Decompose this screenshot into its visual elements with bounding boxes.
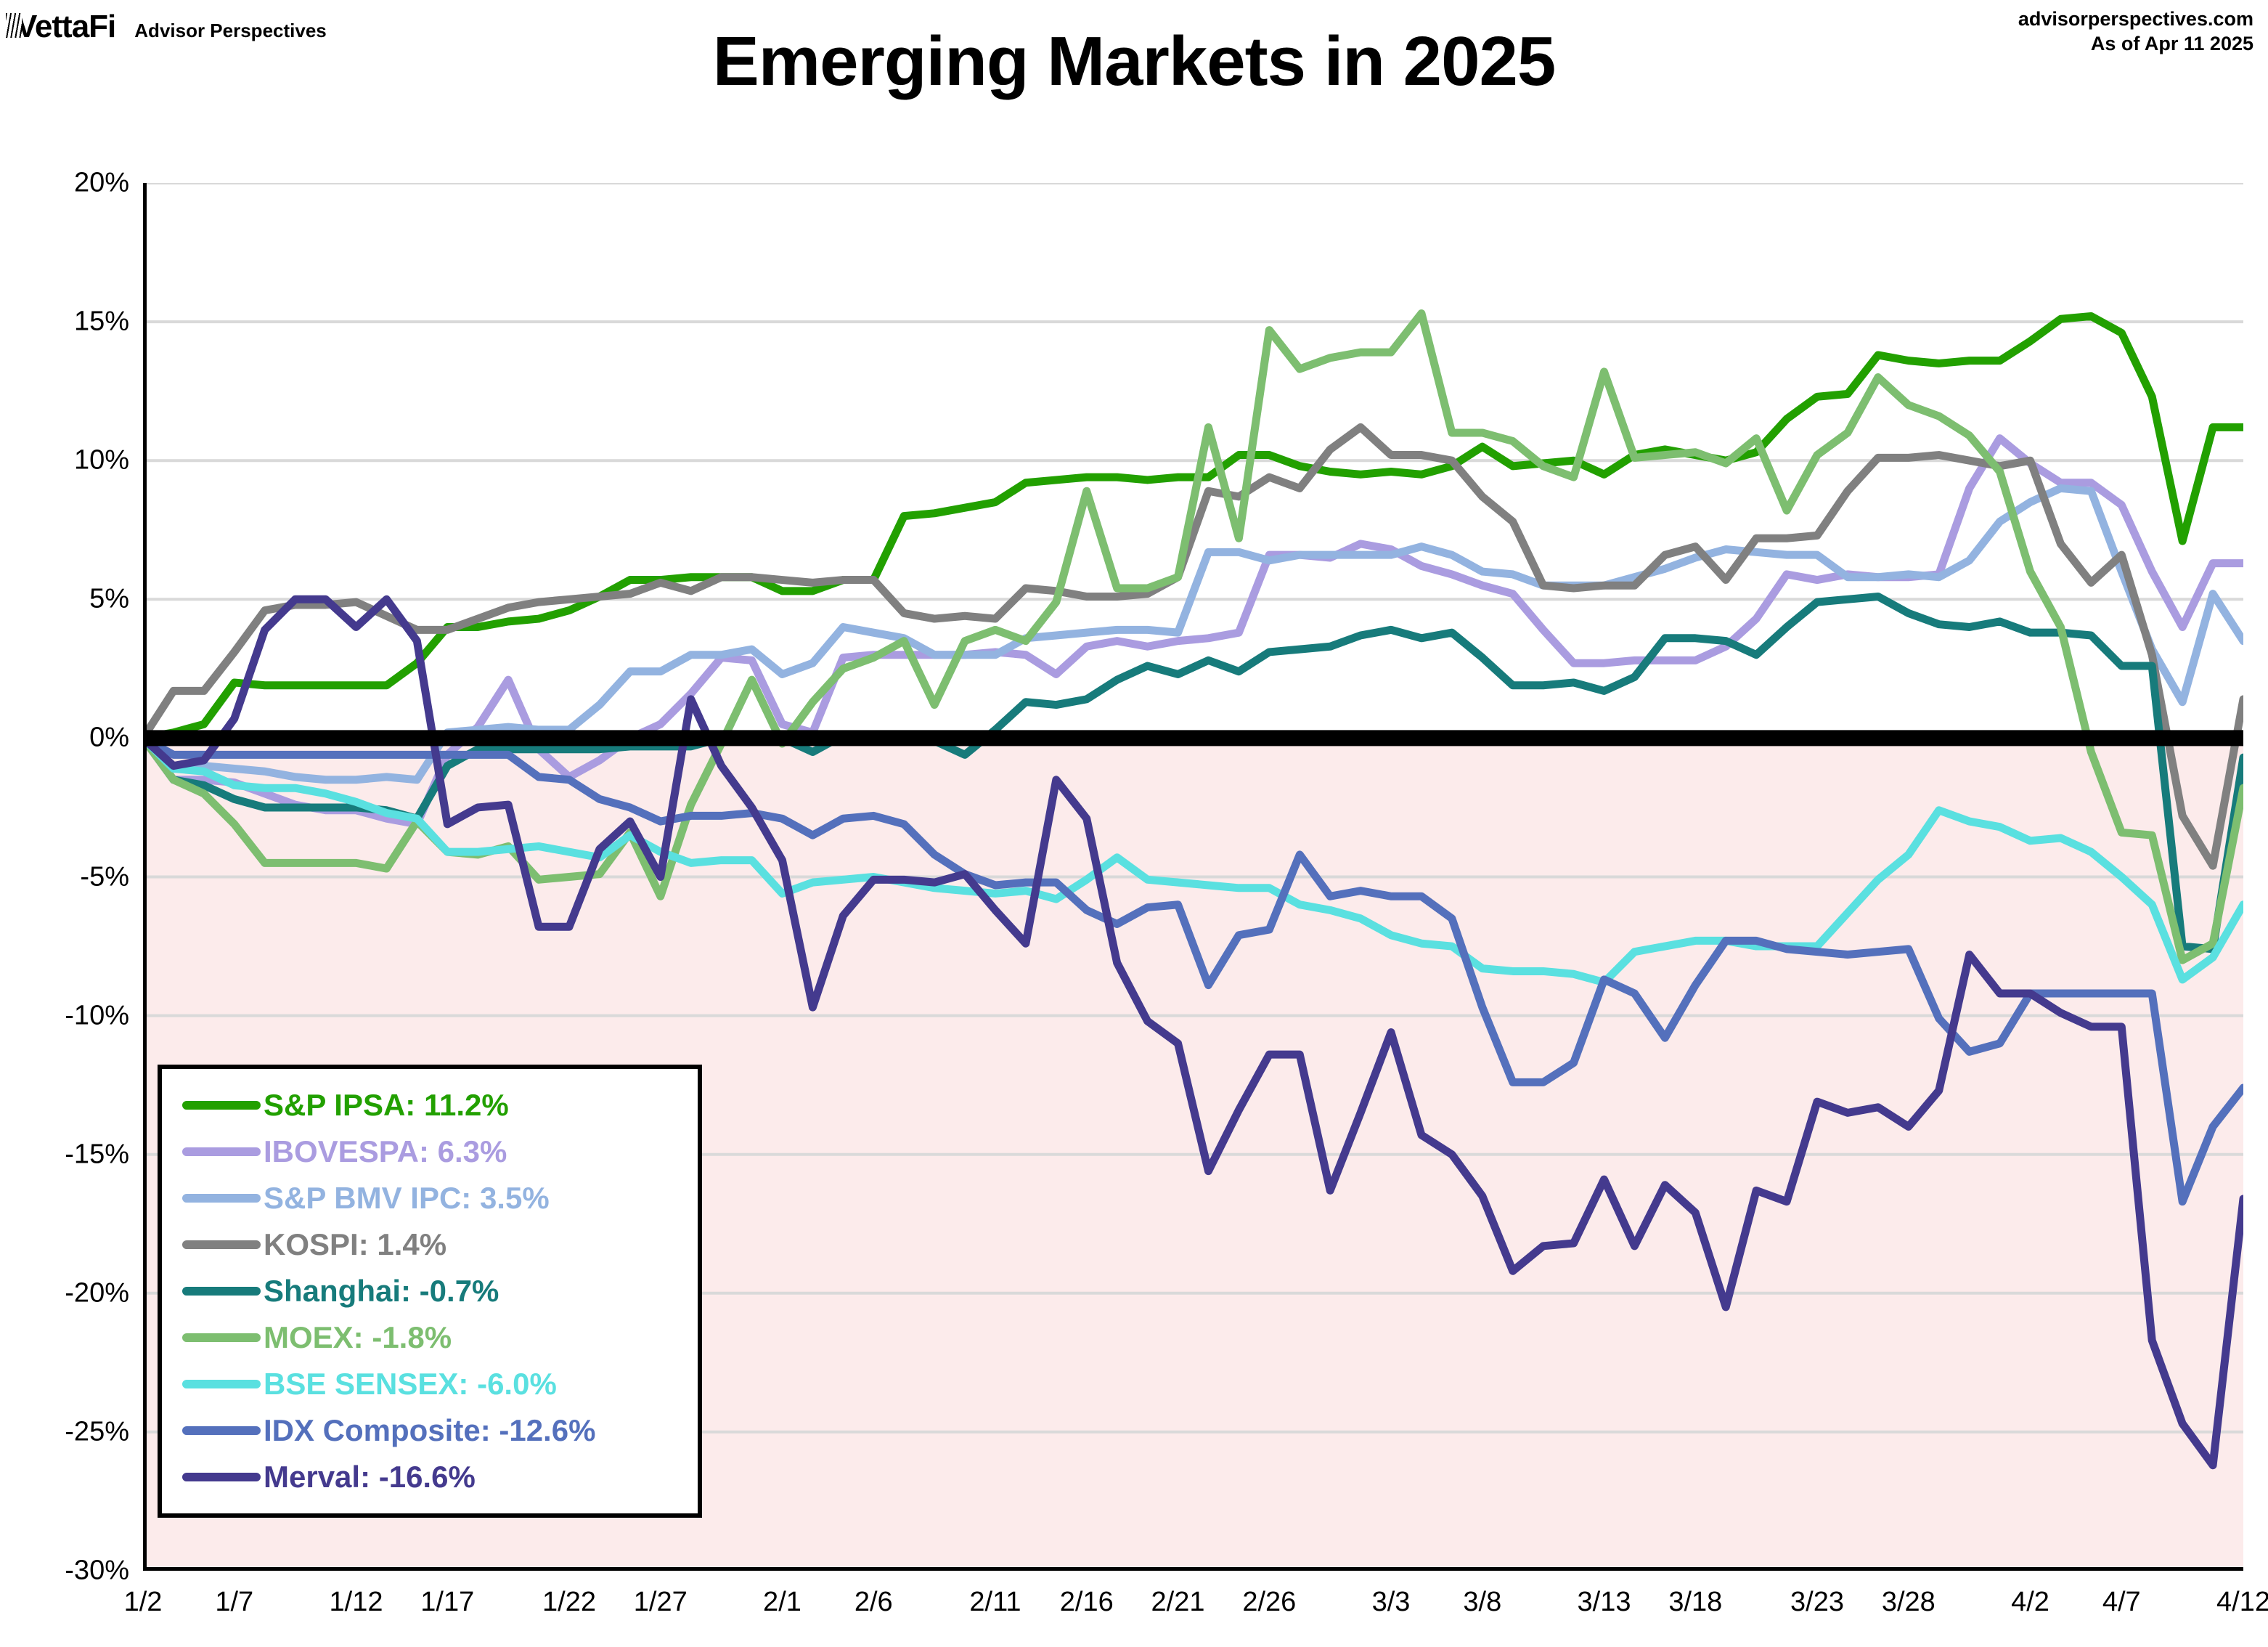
x-tick-label: 3/3 <box>1371 1587 1411 1617</box>
x-tick-label: 3/18 <box>1668 1587 1723 1617</box>
x-tick-label: 1/7 <box>215 1587 254 1617</box>
legend-color-swatch <box>182 1426 261 1435</box>
legend-item[interactable]: MOEX: -1.8% <box>162 1314 698 1361</box>
legend-item[interactable]: Merval: -16.6% <box>162 1454 698 1500</box>
x-tick-label: 2/6 <box>854 1587 893 1617</box>
x-tick-label: 4/7 <box>2102 1587 2141 1617</box>
x-tick-label: 3/23 <box>1790 1587 1844 1617</box>
source-site: advisorperspectives.com <box>2018 8 2253 30</box>
x-tick-label: 2/16 <box>1059 1587 1114 1617</box>
legend-item-label: MOEX: -1.8% <box>264 1320 452 1354</box>
legend-color-swatch <box>182 1240 261 1249</box>
series-line-kospi <box>143 423 2243 870</box>
y-tick-label: -25% <box>65 1416 129 1447</box>
x-tick-label: 3/28 <box>1881 1587 1935 1617</box>
legend-item-label: IBOVESPA: 6.3% <box>264 1134 507 1168</box>
y-tick-label: 20% <box>73 167 129 198</box>
series-line-bse-sensex <box>143 733 2243 987</box>
vettafi-logo: VettaFi <box>6 9 116 45</box>
legend-item[interactable]: Shanghai: -0.7% <box>162 1268 698 1314</box>
brand-block: VettaFi Advisor Perspectives <box>6 9 327 45</box>
legend-item-label: Merval: -16.6% <box>264 1460 476 1494</box>
legend-item[interactable]: IDX Composite: -12.6% <box>162 1407 698 1454</box>
x-tick-label: 4/12 <box>2216 1587 2268 1617</box>
legend-item-label: BSE SENSEX: -6.0% <box>264 1367 557 1401</box>
page-title: Emerging Markets in 2025 <box>712 23 1556 100</box>
y-tick-label: -20% <box>65 1277 129 1309</box>
legend-item[interactable]: IBOVESPA: 6.3% <box>162 1128 698 1175</box>
legend-color-swatch <box>182 1380 261 1388</box>
source-date: As of Apr 11 2025 <box>2090 32 2253 54</box>
series-line-shanghai <box>143 592 2243 953</box>
source-block: advisorperspectives.com As of Apr 11 202… <box>2018 7 2253 57</box>
y-tick-label: -5% <box>80 861 129 892</box>
legend-color-swatch <box>182 1101 261 1110</box>
legend-item-label: Shanghai: -0.7% <box>264 1274 499 1308</box>
x-tick-label: 1/22 <box>542 1587 596 1617</box>
legend-item[interactable]: S&P IPSA: 11.2% <box>162 1082 698 1128</box>
legend-color-swatch <box>182 1333 261 1342</box>
x-tick-label: 2/11 <box>969 1587 1021 1617</box>
x-tick-label: 1/12 <box>329 1587 383 1617</box>
legend-color-swatch <box>182 1287 261 1296</box>
brand-subtitle: Advisor Perspectives <box>134 20 327 41</box>
legend-item-label: IDX Composite: -12.6% <box>264 1413 596 1447</box>
series-line-merval <box>143 595 2243 1470</box>
y-tick-label: 5% <box>89 583 129 614</box>
legend-color-swatch <box>182 1194 261 1203</box>
series-line-idx-composite <box>143 733 2243 1206</box>
legend-item-label: KOSPI: 1.4% <box>264 1227 447 1261</box>
y-tick-label: 15% <box>73 306 129 337</box>
legend-item-label: S&P BMV IPC: 3.5% <box>264 1181 550 1215</box>
x-tick-label: 2/26 <box>1242 1587 1297 1617</box>
x-tick-label: 1/17 <box>420 1587 475 1617</box>
x-tick-label: 2/21 <box>1151 1587 1205 1617</box>
legend-item[interactable]: KOSPI: 1.4% <box>162 1221 698 1268</box>
legend-item[interactable]: S&P BMV IPC: 3.5% <box>162 1175 698 1221</box>
legend-color-swatch <box>182 1473 261 1481</box>
x-tick-label: 1/2 <box>123 1587 163 1617</box>
x-tick-label: 3/13 <box>1577 1587 1631 1617</box>
y-tick-label: 0% <box>89 722 129 753</box>
logo-hatch-icon <box>6 13 22 38</box>
legend-item[interactable]: BSE SENSEX: -6.0% <box>162 1361 698 1407</box>
y-tick-label: -10% <box>65 1000 129 1031</box>
x-tick-label: 3/8 <box>1463 1587 1502 1617</box>
x-tick-label: 1/27 <box>633 1587 688 1617</box>
y-axis-labels: 20% 15% 10% 5% 0% -5% -10% -15% -20% -25% -30% <box>0 0 129 1647</box>
series-line-s-p-ipsa <box>143 312 2243 742</box>
legend-item-label: S&P IPSA: 11.2% <box>264 1088 509 1122</box>
x-tick-label: 4/2 <box>2011 1587 2049 1617</box>
y-tick-label: 10% <box>73 444 129 476</box>
series-line-s-p-bmv-ipc <box>143 484 2243 784</box>
legend-color-swatch <box>182 1147 261 1156</box>
y-tick-label: -15% <box>65 1139 129 1170</box>
y-tick-label: -30% <box>65 1555 129 1586</box>
chart-legend: S&P IPSA: 11.2% IBOVESPA: 6.3% S&P BMV IPC… <box>158 1065 702 1518</box>
brand-name: VettaFi <box>16 9 116 44</box>
x-tick-label: 2/1 <box>763 1587 801 1617</box>
